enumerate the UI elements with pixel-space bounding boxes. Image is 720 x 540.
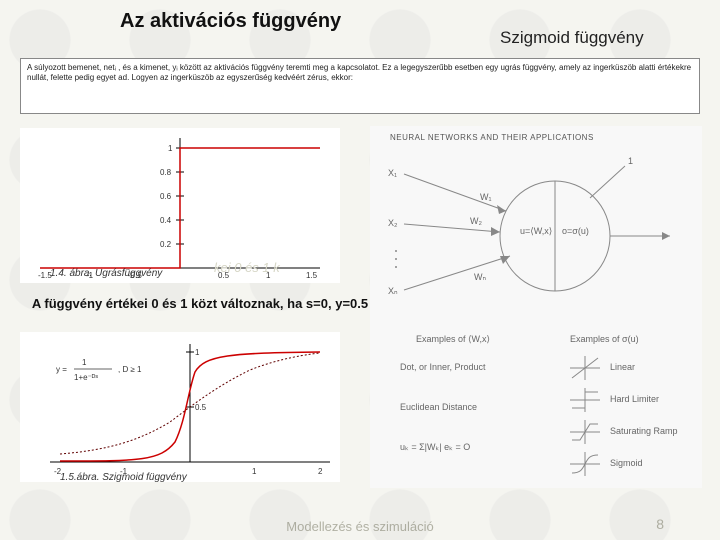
svg-text:1: 1: [195, 348, 200, 357]
slide-title-right: Szigmoid függvény: [500, 28, 644, 48]
svg-text:0.5: 0.5: [195, 403, 207, 412]
svg-text:o=σ(u): o=σ(u): [562, 226, 589, 236]
svg-text:1+e⁻ᴰˢ: 1+e⁻ᴰˢ: [74, 373, 98, 382]
svg-text:X₁: X₁: [388, 168, 397, 178]
svg-text:Wₙ: Wₙ: [474, 272, 486, 282]
slide-title-left: Az aktivációs függvény: [120, 10, 341, 33]
svg-text:Saturating Ramp: Saturating Ramp: [610, 426, 678, 436]
svg-text:Examples of σ(u): Examples of σ(u): [570, 334, 639, 344]
sigmoid-description: A függvény értékei 0 és 1 közt változnak…: [30, 296, 370, 312]
svg-text:y =: y =: [56, 365, 67, 374]
svg-text:0.8: 0.8: [160, 168, 172, 177]
svg-text:X₂: X₂: [388, 218, 398, 228]
step-function-chart: 0.2 0.4 0.6 0.8 1 -1.5 -1 -0.5 0.5 1 1.5: [20, 128, 340, 283]
sigmoid-caption: 1.5.ábra. Szigmoid függvény: [60, 472, 187, 483]
neural-network-diagram: NEURAL NETWORKS AND THEIR APPLICATIONS u…: [370, 126, 702, 488]
svg-text:1.5: 1.5: [306, 271, 318, 280]
footer-text: Modellezés és szimuláció: [0, 519, 720, 534]
sigmoid-chart: -2 -1 1 2 0.5 1 y = 1 1+e⁻ᴰˢ , D ≥ 1: [20, 332, 340, 482]
svg-text:0.4: 0.4: [160, 216, 172, 225]
svg-text:Linear: Linear: [610, 362, 635, 372]
svg-text:0.2: 0.2: [160, 240, 172, 249]
svg-text:Xₙ: Xₙ: [388, 286, 398, 296]
svg-text:1: 1: [628, 156, 633, 166]
svg-text:W₁: W₁: [480, 192, 492, 202]
ghost-caption: kei 0 és 1 k: [214, 260, 280, 275]
svg-text:Hard Limiter: Hard Limiter: [610, 394, 659, 404]
svg-text:Dot, or Inner, Product: Dot, or Inner, Product: [400, 362, 486, 372]
svg-text:u=⟨W,x⟩: u=⟨W,x⟩: [520, 226, 552, 236]
page-number: 8: [656, 516, 664, 532]
step-caption: 1.4. ábra. Ugrásfüggvény: [50, 268, 162, 279]
svg-text:Euclidean Distance: Euclidean Distance: [400, 402, 477, 412]
description-box: A súlyozott bemenet, netᵢ , és a kimenet…: [20, 58, 700, 114]
svg-text:1: 1: [252, 467, 257, 476]
svg-text:, D ≥ 1: , D ≥ 1: [118, 365, 142, 374]
svg-text:2: 2: [318, 467, 323, 476]
svg-text:Examples of ⟨W,x⟩: Examples of ⟨W,x⟩: [416, 334, 490, 344]
svg-text:Sigmoid: Sigmoid: [610, 458, 643, 468]
svg-text:1: 1: [82, 358, 87, 367]
nn-title: NEURAL NETWORKS AND THEIR APPLICATIONS: [390, 133, 594, 142]
svg-text:0.6: 0.6: [160, 192, 172, 201]
svg-text:1: 1: [168, 144, 173, 153]
svg-text:W₂: W₂: [470, 216, 482, 226]
svg-text:uₖ = Σ|Wₖ| eₖ = O: uₖ = Σ|Wₖ| eₖ = O: [400, 442, 470, 452]
